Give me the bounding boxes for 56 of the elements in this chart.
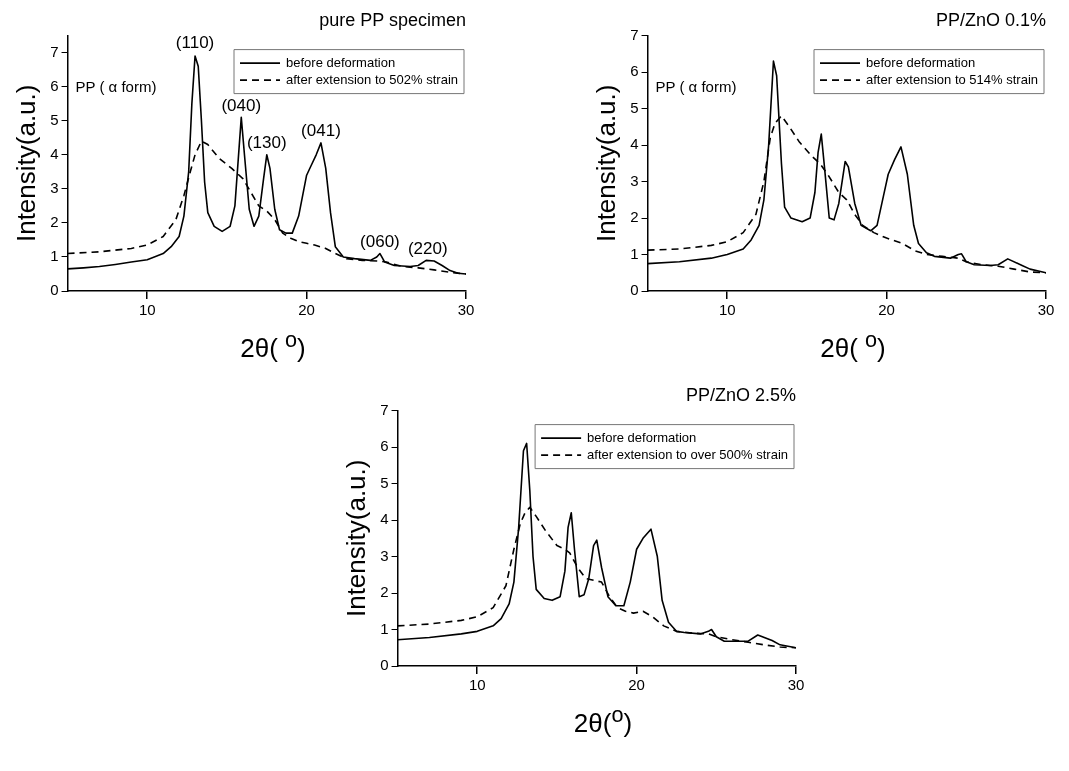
x-tick-label: 20 — [628, 676, 645, 694]
y-tick-label: 2 — [380, 583, 389, 601]
y-tick-label: 4 — [380, 510, 389, 528]
y-tick-label: 7 — [380, 400, 389, 418]
y-tick-label: 4 — [630, 135, 639, 153]
x-axis-title: 2θ( $^{o}$) — [819, 326, 887, 365]
x-axis-title: 2θ( $^{o}$) — [239, 326, 307, 365]
chart-title: PP/ZnO 0.1% — [935, 9, 1046, 30]
y-tick-label: 7 — [50, 42, 59, 60]
annotation: PP ( α form) — [655, 78, 737, 96]
x-tick-label: 30 — [787, 676, 805, 694]
annotation: (040) — [221, 95, 262, 115]
y-tick-label: 6 — [380, 437, 389, 455]
x-tick-label: 10 — [138, 301, 156, 319]
y-tick-label: 3 — [630, 171, 639, 189]
y-tick-label: 7 — [630, 25, 639, 43]
x-tick-label: 30 — [457, 301, 475, 319]
chart-title: pure PP specimen — [319, 9, 466, 30]
x-tick-label: 10 — [468, 676, 486, 694]
y-tick-label: 2 — [630, 208, 639, 226]
annotation: (110) — [175, 32, 215, 52]
y-tick-label: 5 — [630, 98, 639, 116]
y-tick-label: 3 — [50, 178, 59, 196]
chart-title: PP/ZnO 2.5% — [685, 384, 796, 405]
legend-label: before deformation — [866, 54, 976, 70]
y-tick-label: 5 — [50, 110, 59, 128]
y-axis-title: Intensity(a.u.) — [590, 84, 621, 243]
y-tick-label: 6 — [630, 62, 639, 80]
y-tick-label: 3 — [380, 546, 389, 564]
annotation: (130) — [246, 132, 287, 152]
y-tick-label: 1 — [50, 247, 59, 265]
y-tick-label: 0 — [630, 281, 639, 299]
y-tick-label: 1 — [630, 244, 639, 262]
x-tick-label: 10 — [718, 301, 736, 319]
y-tick-label: 5 — [380, 473, 389, 491]
x-tick-label: 20 — [878, 301, 895, 319]
y-axis-title: Intensity(a.u.) — [340, 459, 371, 618]
legend-label: before deformation — [286, 54, 396, 70]
y-tick-label: 2 — [50, 213, 59, 231]
x-axis-title: 2θ($^{o}$) — [572, 701, 634, 740]
y-tick-label: 4 — [50, 144, 59, 162]
legend-label: after extension to 514% strain — [866, 71, 1039, 87]
y-tick-label: 0 — [380, 656, 389, 674]
annotation: (041) — [301, 121, 341, 141]
y-tick-label: 0 — [50, 281, 59, 299]
annotation: (220) — [407, 238, 448, 258]
x-tick-label: 30 — [1037, 301, 1055, 319]
y-tick-label: 6 — [50, 76, 59, 94]
x-tick-label: 20 — [298, 301, 315, 319]
legend-label: before deformation — [587, 429, 697, 445]
annotation: PP ( α form) — [75, 78, 157, 96]
annotation: (060) — [360, 231, 400, 251]
legend-label: after extension to over 500% strain — [587, 446, 788, 462]
y-axis-title: Intensity(a.u.) — [10, 84, 41, 243]
legend-label: after extension to 502% strain — [286, 71, 459, 87]
y-tick-label: 1 — [380, 619, 389, 637]
